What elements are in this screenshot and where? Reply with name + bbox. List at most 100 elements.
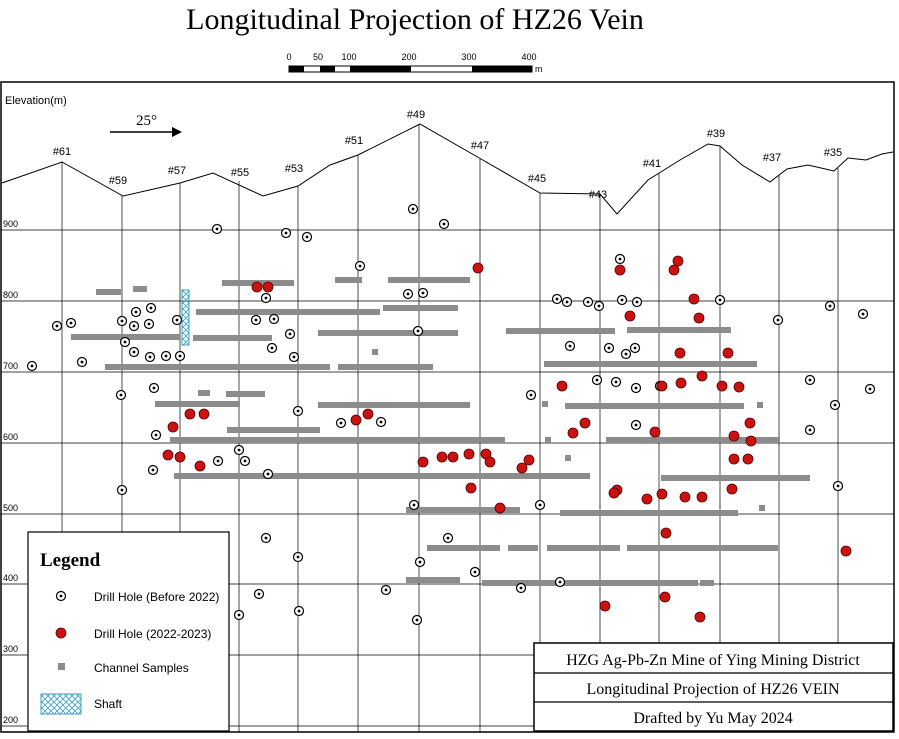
drill-hole-old (824, 300, 836, 312)
drill-hole-old (551, 293, 563, 305)
channel-sample (96, 289, 121, 295)
channel-sample (198, 390, 210, 396)
drill-hole-new (162, 449, 174, 461)
exploration-line-label: #57 (168, 165, 186, 177)
legend-item-shaft: Shaft (40, 693, 123, 715)
drill-hole-new (668, 264, 680, 276)
drill-hole-old (160, 350, 172, 362)
drill-hole-new (840, 545, 852, 557)
drill-hole-new (744, 417, 756, 429)
drill-hole-new (567, 427, 579, 439)
svg-text:Drill Hole (2022-2023): Drill Hole (2022-2023) (94, 627, 211, 641)
scale-tick-label: 50 (313, 52, 323, 62)
channel-sample (318, 330, 458, 336)
drill-hole-old (301, 231, 313, 243)
drill-hole-new (614, 264, 626, 276)
drill-hole-new (696, 370, 708, 382)
drill-hole-new (696, 491, 708, 503)
elevation-label: 800 (3, 290, 18, 300)
exploration-line-label: #35 (824, 147, 842, 159)
drill-hole-old (284, 328, 296, 340)
channel-sample (196, 309, 380, 315)
elevation-label: 600 (3, 432, 18, 442)
channel-sample (226, 391, 265, 397)
drill-hole-old (582, 296, 594, 308)
drill-hole-old (233, 609, 245, 621)
drill-hole-new (198, 408, 210, 420)
exploration-line-label: #37 (763, 152, 781, 164)
drill-hole-old (603, 342, 615, 354)
title-block-line3: Drafted by Yu May 2024 (633, 710, 792, 727)
drill-hole-old (143, 318, 155, 330)
channel-sample (170, 437, 505, 443)
channel-sample (155, 401, 240, 407)
exploration-line-label: #41 (643, 158, 661, 170)
elevation-label: 400 (3, 573, 18, 583)
scale-tick-label: 0 (286, 52, 291, 62)
drill-hole-new (167, 421, 179, 433)
elevation-axis-label: Elevation(m) (5, 95, 67, 107)
channel-sample (335, 277, 362, 283)
drill-hole-new (516, 462, 528, 474)
drill-hole-old (262, 468, 274, 480)
drill-hole-old (130, 306, 142, 318)
map-frame (0, 81, 895, 733)
drill-hole-new (608, 487, 620, 499)
drill-hole-new (174, 451, 186, 463)
drill-hole-new (641, 493, 653, 505)
drill-hole-new (465, 482, 477, 494)
scale-unit-label: m (535, 64, 543, 74)
title-block: HZG Ag-Pb-Zn Mine of Ying Mining Distric… (533, 642, 894, 732)
drill-hole-new (694, 611, 706, 623)
drill-hole-old (411, 614, 423, 626)
drill-hole-new (447, 451, 459, 463)
channel-sample (759, 505, 765, 511)
channel-sample (565, 403, 744, 409)
drill-hole-new (693, 312, 705, 324)
channel-sample (565, 455, 571, 461)
channel-sample (406, 507, 520, 513)
channel-sample (547, 545, 620, 551)
drill-hole-new (722, 347, 734, 359)
legend-item-channel-samples: Channel Samples (58, 661, 189, 675)
drill-hole-old (772, 314, 784, 326)
drill-hole-old (375, 416, 387, 428)
drill-hole-old (630, 419, 642, 431)
channel-sample (372, 349, 378, 355)
drill-hole-old (268, 313, 280, 325)
drill-hole-old (629, 342, 641, 354)
drill-hole-old (408, 499, 420, 511)
channel-sample (427, 545, 500, 551)
channel-sample (506, 328, 615, 334)
exploration-line-labels: #61 #59 #57 #55 #53 #51 #49 #47 #45 #43 #41 #39 #37 #… (53, 109, 842, 201)
elevation-label: 200 (3, 715, 18, 725)
scale-tick-label: 300 (461, 52, 476, 62)
drill-hole-new (194, 460, 206, 472)
drill-hole-old (148, 382, 160, 394)
channel-sample (700, 580, 714, 586)
drill-hole-new (728, 430, 740, 442)
channel-sample (542, 401, 548, 407)
drill-hole-old (335, 417, 347, 429)
exploration-line-label: #53 (285, 163, 303, 175)
drill-hole-old (631, 296, 643, 308)
channel-sample (174, 473, 590, 479)
channel-samples (71, 277, 810, 586)
drill-hole-new (262, 281, 274, 293)
drill-hole-old (116, 315, 128, 327)
legend-item-new-hole: Drill Hole (2022-2023) (55, 627, 211, 641)
drill-hole-new (679, 491, 691, 503)
drill-hole-new (472, 262, 484, 274)
drill-hole-old (614, 253, 626, 265)
drill-hole-old (250, 314, 262, 326)
drill-hole-old (280, 227, 292, 239)
drill-hole-old (260, 292, 272, 304)
drill-hole-old (561, 296, 573, 308)
channel-sample (560, 510, 738, 516)
exploration-line-label: #61 (53, 146, 71, 158)
drill-hole-old (354, 260, 366, 272)
drill-hole-old (51, 320, 63, 332)
drill-hole-new (436, 451, 448, 463)
drill-hole-old (239, 455, 251, 467)
